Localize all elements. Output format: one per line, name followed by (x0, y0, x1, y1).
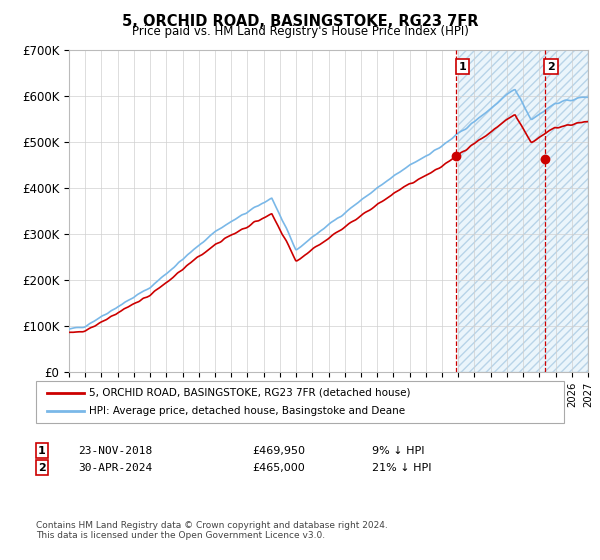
Text: 23-NOV-2018: 23-NOV-2018 (78, 446, 152, 456)
Text: 2: 2 (547, 62, 555, 72)
Text: Price paid vs. HM Land Registry's House Price Index (HPI): Price paid vs. HM Land Registry's House … (131, 25, 469, 38)
FancyBboxPatch shape (36, 381, 564, 423)
Text: 9% ↓ HPI: 9% ↓ HPI (372, 446, 425, 456)
Text: 21% ↓ HPI: 21% ↓ HPI (372, 463, 431, 473)
Text: HPI: Average price, detached house, Basingstoke and Deane: HPI: Average price, detached house, Basi… (89, 406, 405, 416)
Text: 5, ORCHID ROAD, BASINGSTOKE, RG23 7FR: 5, ORCHID ROAD, BASINGSTOKE, RG23 7FR (122, 14, 478, 29)
Bar (458, 50, 588, 372)
Text: 1: 1 (38, 446, 46, 456)
Text: 30-APR-2024: 30-APR-2024 (78, 463, 152, 473)
Bar (458, 50, 588, 372)
Text: £469,950: £469,950 (252, 446, 305, 456)
Text: 2: 2 (38, 463, 46, 473)
Text: 5, ORCHID ROAD, BASINGSTOKE, RG23 7FR (detached house): 5, ORCHID ROAD, BASINGSTOKE, RG23 7FR (d… (89, 388, 410, 398)
Text: 1: 1 (459, 62, 466, 72)
Text: £465,000: £465,000 (252, 463, 305, 473)
Text: Contains HM Land Registry data © Crown copyright and database right 2024.
This d: Contains HM Land Registry data © Crown c… (36, 521, 388, 540)
